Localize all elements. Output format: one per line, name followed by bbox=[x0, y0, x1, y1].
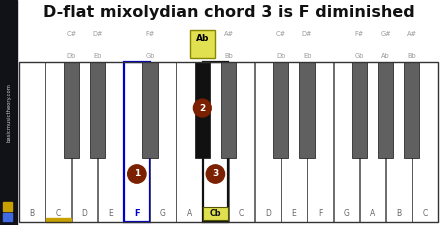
Text: Gb: Gb bbox=[355, 53, 364, 59]
Bar bbox=[124, 62, 150, 222]
Text: C: C bbox=[55, 209, 61, 218]
Text: D#: D# bbox=[92, 31, 103, 37]
Circle shape bbox=[128, 165, 146, 183]
Bar bbox=[386, 62, 411, 222]
Text: E: E bbox=[108, 209, 113, 218]
Text: C: C bbox=[422, 209, 428, 218]
Text: B: B bbox=[396, 209, 401, 218]
Text: C#: C# bbox=[66, 31, 77, 37]
Bar bbox=[202, 62, 228, 222]
Bar bbox=[273, 62, 289, 158]
Bar bbox=[203, 207, 227, 220]
Text: Eb: Eb bbox=[303, 53, 311, 59]
Bar bbox=[360, 62, 385, 222]
Bar bbox=[45, 62, 71, 222]
Text: F: F bbox=[318, 209, 323, 218]
Text: B: B bbox=[29, 209, 35, 218]
Text: A#: A# bbox=[407, 31, 417, 37]
Text: D#: D# bbox=[302, 31, 312, 37]
Text: F: F bbox=[134, 209, 139, 218]
Text: D-flat mixolydian chord 3 is F diminished: D-flat mixolydian chord 3 is F diminishe… bbox=[43, 5, 414, 20]
Text: 3: 3 bbox=[212, 169, 219, 178]
Bar bbox=[352, 62, 367, 158]
Bar bbox=[308, 62, 333, 222]
Text: E: E bbox=[292, 209, 297, 218]
Bar bbox=[150, 62, 176, 222]
Circle shape bbox=[194, 99, 211, 117]
Text: Cb: Cb bbox=[209, 209, 221, 218]
Text: A: A bbox=[187, 209, 192, 218]
Text: Ab: Ab bbox=[196, 34, 209, 43]
Bar bbox=[0, 0, 17, 225]
Bar bbox=[176, 62, 202, 222]
Bar bbox=[195, 62, 210, 158]
Text: Eb: Eb bbox=[93, 53, 102, 59]
Bar bbox=[412, 62, 438, 222]
Bar bbox=[281, 62, 307, 222]
Text: G: G bbox=[343, 209, 349, 218]
Bar bbox=[229, 62, 254, 222]
Bar bbox=[64, 62, 79, 158]
Text: Gb: Gb bbox=[145, 53, 154, 59]
Bar bbox=[221, 62, 236, 158]
Text: C: C bbox=[239, 209, 244, 218]
Bar bbox=[3, 202, 12, 211]
Bar bbox=[98, 62, 124, 222]
Bar bbox=[334, 62, 359, 222]
Bar bbox=[190, 30, 215, 58]
Bar bbox=[19, 62, 438, 222]
Text: basicmusictheory.com: basicmusictheory.com bbox=[6, 83, 11, 142]
Bar bbox=[19, 62, 45, 222]
Bar bbox=[143, 62, 158, 158]
Text: Bb: Bb bbox=[224, 53, 233, 59]
Bar bbox=[90, 62, 105, 158]
Text: D: D bbox=[81, 209, 88, 218]
Bar bbox=[72, 62, 97, 222]
Bar bbox=[3, 213, 12, 221]
Text: Db: Db bbox=[276, 53, 286, 59]
Text: Db: Db bbox=[67, 53, 76, 59]
Text: C#: C# bbox=[276, 31, 286, 37]
Text: 1: 1 bbox=[134, 169, 140, 178]
Text: G: G bbox=[160, 209, 166, 218]
Text: A#: A# bbox=[224, 31, 234, 37]
Circle shape bbox=[206, 165, 224, 183]
Text: G#: G# bbox=[380, 31, 391, 37]
Text: F#: F# bbox=[145, 31, 154, 37]
Bar bbox=[378, 62, 393, 158]
Text: Bb: Bb bbox=[407, 53, 416, 59]
Bar bbox=[300, 62, 315, 158]
Text: F#: F# bbox=[355, 31, 364, 37]
Bar bbox=[255, 62, 281, 222]
Text: 2: 2 bbox=[199, 104, 205, 112]
Text: A: A bbox=[370, 209, 375, 218]
Text: Ab: Ab bbox=[381, 53, 390, 59]
Bar bbox=[46, 218, 71, 222]
Bar bbox=[404, 62, 419, 158]
Text: D: D bbox=[265, 209, 271, 218]
